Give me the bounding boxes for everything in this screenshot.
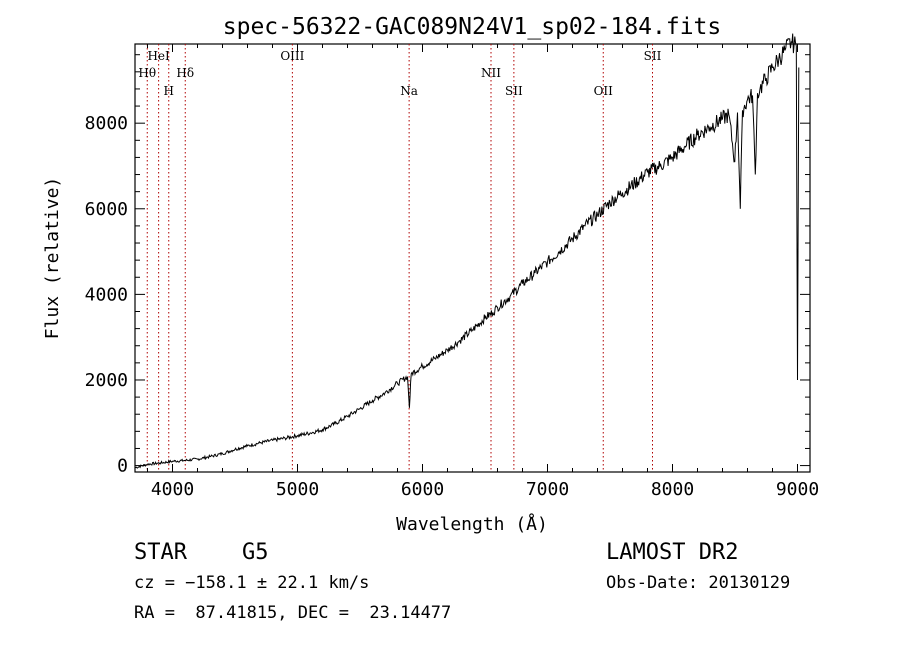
- x-tick-label: 5000: [276, 479, 319, 500]
- redshift-velocity: cz = −158.1 ± 22.1 km/s: [134, 573, 370, 593]
- x-tick-label: 8000: [651, 479, 694, 500]
- line-marker-label: OII: [594, 84, 614, 98]
- line-marker-label: HeI: [147, 49, 170, 63]
- plot-frame: [134, 43, 811, 473]
- x-tick-label: 9000: [776, 479, 819, 500]
- axis-ticks: 4000 5000 6000 7000 8000 9000 0 2000 4000 6000 800…: [85, 44, 819, 500]
- spectrum-series-line: [134, 33, 800, 469]
- chart-title: spec-56322-GAC089N24V1_sp02-184.fits: [223, 14, 722, 40]
- y-axis-label: Flux (relative): [42, 177, 63, 340]
- y-tick-label: 4000: [85, 284, 128, 305]
- spectral-line-markers: Hθ HeI HHδ OIII Na NII SII OII SII: [138, 44, 662, 472]
- survey-name: LAMOST DR2: [606, 540, 739, 565]
- object-class: STAR: [134, 540, 187, 565]
- x-axis-label: Wavelength (Å): [396, 513, 548, 535]
- x-tick-label: 7000: [526, 479, 569, 500]
- y-tick-label: 2000: [85, 370, 128, 391]
- y-tick-label: 8000: [85, 113, 128, 134]
- line-marker-label: H: [164, 84, 174, 98]
- observation-date: Obs-Date: 20130129: [606, 573, 791, 593]
- line-marker-label: NII: [481, 66, 501, 80]
- line-marker-label: Hθ: [138, 66, 156, 80]
- x-tick-label: 4000: [151, 479, 194, 500]
- sky-coordinates: RA = 87.41815, DEC = 23.14477: [134, 603, 452, 623]
- line-marker-label: SII: [644, 49, 662, 63]
- y-tick-label: 0: [117, 456, 128, 477]
- y-tick-label: 6000: [85, 199, 128, 220]
- line-marker-label: Na: [400, 84, 418, 98]
- line-marker-label: SII: [505, 84, 523, 98]
- x-tick-label: 6000: [401, 479, 444, 500]
- object-subclass: G5: [242, 540, 269, 565]
- line-marker-label: OIII: [280, 49, 304, 63]
- line-marker-label: Hδ: [176, 66, 194, 80]
